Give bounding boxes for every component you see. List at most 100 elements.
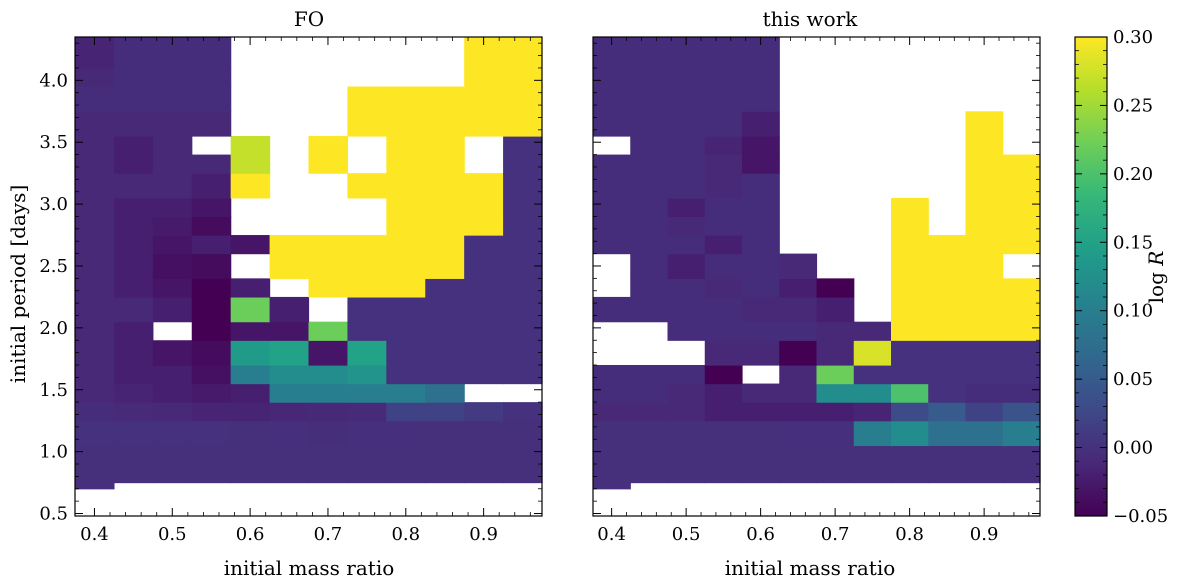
heatmap-cell — [191, 420, 232, 447]
colorbar-tick-label: −0.05 — [1113, 506, 1168, 527]
heatmap-cell — [464, 86, 504, 112]
heatmap-cell — [704, 136, 743, 156]
heatmap-cell — [630, 173, 669, 199]
x-tick-label: 0.8 — [895, 524, 924, 545]
heatmap-cell — [965, 365, 1004, 385]
heatmap-cell — [593, 402, 631, 422]
heatmap-cell — [191, 383, 232, 403]
heatmap-cell — [667, 37, 706, 88]
heatmap-cell — [593, 296, 631, 323]
heatmap-cell — [667, 321, 706, 341]
heatmap-cell — [386, 340, 426, 366]
heatmap-cell — [593, 86, 631, 112]
y-tick-label: 2.0 — [39, 318, 68, 339]
heatmap-cell — [464, 278, 504, 298]
heatmap-cell — [230, 445, 271, 471]
panel-title-fo: FO — [294, 7, 324, 31]
heatmap-cell — [630, 470, 669, 484]
heatmap-cell — [667, 235, 706, 255]
axis-ticks-this-work: 0.4 0.5 0.6 0.7 0.8 0.9 — [593, 37, 1040, 545]
heatmap-cell — [667, 470, 706, 484]
heatmap-cell — [704, 86, 743, 112]
heatmap-cell — [269, 296, 310, 323]
heatmap-cell — [704, 278, 743, 298]
x-tick-label: 0.9 — [469, 524, 498, 545]
heatmap-cell — [779, 445, 818, 471]
heatmap-cell — [1002, 402, 1041, 422]
heatmap-cell — [113, 173, 154, 199]
heatmap-cell — [965, 420, 1004, 447]
heatmap-cell — [891, 296, 929, 323]
heatmap-cell — [191, 445, 232, 471]
heatmap-cell — [1002, 216, 1041, 236]
panel-this-work: this work 0.4 0.5 0.6 0.7 0.8 0.9 initial mas… — [592, 7, 1041, 580]
y-tick-label: 1.5 — [39, 380, 68, 401]
heatmap-cell — [230, 340, 271, 366]
heatmap-cell — [742, 321, 780, 341]
heatmap-cell — [503, 154, 543, 174]
heatmap-cell — [704, 321, 743, 341]
heatmap-cell — [308, 420, 349, 447]
heatmap-cell — [191, 111, 232, 137]
heatmap-cell — [742, 253, 780, 279]
heatmap-cell — [1002, 365, 1041, 385]
heatmap-cell — [152, 216, 193, 236]
heatmap-cell — [75, 402, 115, 422]
heatmap-cell — [230, 235, 271, 255]
heatmap-cell — [425, 136, 465, 156]
panel-fo: FO 0.4 0.5 0.6 0.7 0.8 0.9 0.5 1.0 1.5 2.0 2.5 3.0 3… — [6, 7, 543, 580]
y-tick-label: 3.0 — [39, 194, 68, 215]
heatmap-cell — [152, 296, 193, 323]
heatmap-cell — [704, 197, 743, 218]
heatmap-cell — [593, 365, 631, 385]
heatmap-cell — [593, 173, 631, 199]
heatmap-cell — [113, 37, 154, 69]
heatmap-cell — [152, 67, 193, 88]
heatmap-cell — [704, 253, 743, 279]
axes-frame-this-work — [592, 36, 1041, 517]
heatmap-cell — [667, 383, 706, 403]
heatmap-cell — [503, 111, 543, 137]
heatmap-cell — [704, 235, 743, 255]
heatmap-cell — [269, 365, 310, 385]
heatmap-cell — [75, 111, 115, 137]
y-tick-label: 1.0 — [39, 442, 68, 463]
heatmap-cell — [269, 470, 310, 484]
heatmap-cell — [965, 278, 1004, 298]
axes-frame-fo — [74, 36, 543, 517]
heatmap-cell — [742, 340, 780, 366]
heatmap-cell — [75, 321, 115, 341]
heatmap-cell — [75, 340, 115, 366]
heatmap-cell — [464, 365, 504, 385]
heatmap-cell — [928, 383, 967, 403]
heatmap-cell — [152, 235, 193, 255]
heatmap-cell — [503, 402, 543, 422]
heatmap-cell — [191, 365, 232, 385]
colorbar: −0.05 0.00 0.05 0.10 0.15 0.20 0.25 0.30 log R — [1074, 27, 1168, 527]
heatmap-cell — [75, 296, 115, 323]
heatmap-cell — [630, 86, 669, 112]
heatmap-cell — [113, 67, 154, 88]
heatmap-cell — [704, 216, 743, 236]
heatmap-cell — [593, 111, 631, 137]
heatmap-cell — [503, 216, 543, 236]
heatmap-cell — [965, 402, 1004, 422]
heatmap-cell — [464, 296, 504, 323]
heatmap-cell — [630, 445, 669, 471]
heatmap-cell — [425, 445, 465, 471]
heatmap-cell — [704, 445, 743, 471]
heatmap-cell — [191, 253, 232, 279]
heatmap-cell — [152, 383, 193, 403]
heatmap-cell — [230, 402, 271, 422]
heatmap-cell — [152, 253, 193, 279]
heatmap-cell — [1002, 197, 1041, 218]
heatmap-cell — [191, 216, 232, 236]
y-tick-label: 4.0 — [39, 70, 68, 91]
heatmap-cell — [928, 402, 967, 422]
heatmap-cell — [704, 470, 743, 484]
heatmap-cell — [464, 402, 504, 422]
heatmap-cell — [75, 383, 115, 403]
heatmap-cell — [593, 445, 631, 471]
